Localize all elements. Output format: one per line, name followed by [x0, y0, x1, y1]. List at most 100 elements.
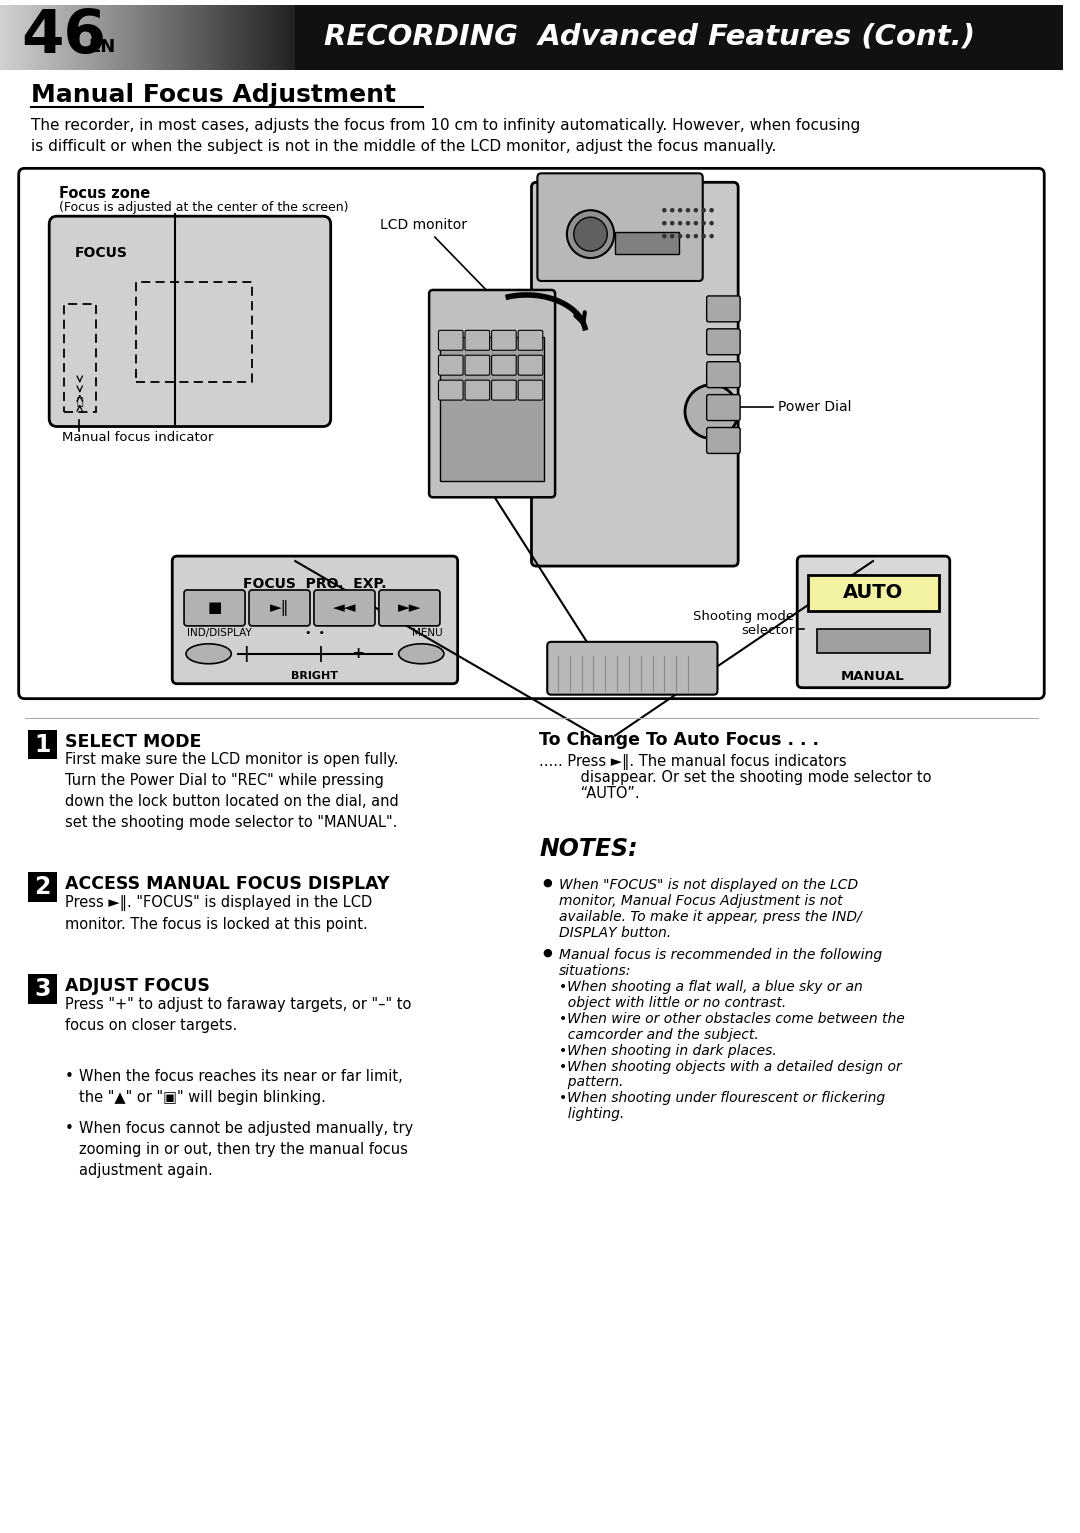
Bar	[139, 5, 140, 69]
Bar	[147, 5, 148, 69]
Bar	[127, 5, 129, 69]
Bar	[208, 5, 210, 69]
FancyBboxPatch shape	[50, 216, 330, 426]
Bar	[172, 5, 173, 69]
Text: DISPLAY button.: DISPLAY button.	[559, 926, 671, 940]
Circle shape	[710, 235, 714, 239]
Bar	[12, 5, 13, 69]
Bar	[281, 5, 282, 69]
Circle shape	[678, 208, 683, 213]
Bar	[287, 5, 288, 69]
Circle shape	[693, 208, 698, 213]
Bar	[28, 730, 57, 759]
Bar	[229, 5, 230, 69]
Circle shape	[701, 221, 706, 225]
FancyBboxPatch shape	[379, 590, 440, 625]
Bar	[260, 5, 261, 69]
Ellipse shape	[399, 644, 444, 664]
Bar	[1, 5, 2, 69]
Text: •When wire or other obstacles come between the: •When wire or other obstacles come betwe…	[559, 1012, 905, 1026]
FancyBboxPatch shape	[429, 290, 555, 497]
Bar	[201, 5, 202, 69]
Bar	[145, 5, 146, 69]
Bar	[283, 5, 284, 69]
Bar	[10, 5, 11, 69]
Bar	[232, 5, 233, 69]
Text: When "FOCUS" is not displayed on the LCD: When "FOCUS" is not displayed on the LCD	[559, 878, 859, 892]
Bar	[148, 5, 149, 69]
Bar	[159, 5, 160, 69]
Circle shape	[678, 221, 683, 225]
Bar	[79, 5, 80, 69]
Bar	[248, 5, 249, 69]
Bar	[117, 5, 118, 69]
Bar	[28, 5, 29, 69]
Bar	[161, 5, 162, 69]
FancyBboxPatch shape	[465, 356, 489, 376]
FancyBboxPatch shape	[491, 356, 516, 376]
Text: To Change To Auto Focus . . .: To Change To Auto Focus . . .	[539, 731, 820, 748]
Bar	[49, 5, 50, 69]
FancyBboxPatch shape	[184, 590, 245, 625]
Bar	[19, 5, 21, 69]
Bar	[146, 5, 147, 69]
Bar	[284, 5, 285, 69]
Bar	[228, 5, 229, 69]
Text: ◄◄: ◄◄	[333, 601, 356, 615]
Text: –: –	[274, 647, 293, 661]
Bar	[32, 5, 33, 69]
Circle shape	[710, 221, 714, 225]
Bar	[130, 5, 131, 69]
Bar	[121, 5, 122, 69]
Text: Power Dial: Power Dial	[778, 400, 851, 414]
Bar	[73, 5, 75, 69]
Bar	[117, 5, 118, 69]
FancyBboxPatch shape	[797, 556, 949, 688]
Bar	[205, 5, 206, 69]
Bar	[40, 5, 41, 69]
Bar	[62, 5, 63, 69]
Bar	[242, 5, 243, 69]
FancyBboxPatch shape	[706, 394, 740, 420]
Bar	[256, 5, 257, 69]
FancyBboxPatch shape	[438, 356, 463, 376]
Bar	[0, 5, 1, 69]
Bar	[188, 5, 189, 69]
Bar	[179, 5, 180, 69]
Bar	[193, 5, 194, 69]
Bar	[243, 5, 244, 69]
Bar	[94, 5, 95, 69]
Bar	[0, 5, 1063, 69]
Bar	[138, 5, 139, 69]
Bar	[249, 5, 251, 69]
Bar	[246, 5, 247, 69]
Bar	[64, 304, 96, 411]
Bar	[55, 5, 56, 69]
Bar	[45, 5, 46, 69]
Bar	[58, 5, 59, 69]
Bar	[285, 5, 286, 69]
FancyBboxPatch shape	[518, 356, 543, 376]
Bar	[205, 5, 206, 69]
Bar	[165, 5, 166, 69]
Text: ⛹: ⛹	[77, 397, 83, 406]
Bar	[107, 5, 108, 69]
Text: Manual focus is recommended in the following: Manual focus is recommended in the follo…	[559, 947, 882, 961]
Bar	[93, 5, 94, 69]
Bar	[78, 5, 79, 69]
Text: When the focus reaches its near or far limit,
the "▲" or "▣" will begin blinking: When the focus reaches its near or far l…	[79, 1070, 403, 1105]
Bar	[154, 5, 156, 69]
Text: MENU: MENU	[413, 629, 443, 638]
Bar	[259, 5, 260, 69]
Bar	[14, 5, 15, 69]
Bar	[816, 629, 930, 653]
FancyBboxPatch shape	[538, 173, 703, 281]
Text: Press ►‖. "FOCUS" is displayed in the LCD
monitor. The focus is locked at this p: Press ►‖. "FOCUS" is displayed in the LC…	[65, 895, 373, 932]
Bar	[257, 5, 258, 69]
Bar	[100, 5, 102, 69]
Bar	[77, 5, 78, 69]
Bar	[85, 5, 86, 69]
Bar	[197, 5, 198, 69]
Text: Manual focus indicator: Manual focus indicator	[62, 431, 214, 443]
Text: situations:: situations:	[559, 964, 632, 978]
